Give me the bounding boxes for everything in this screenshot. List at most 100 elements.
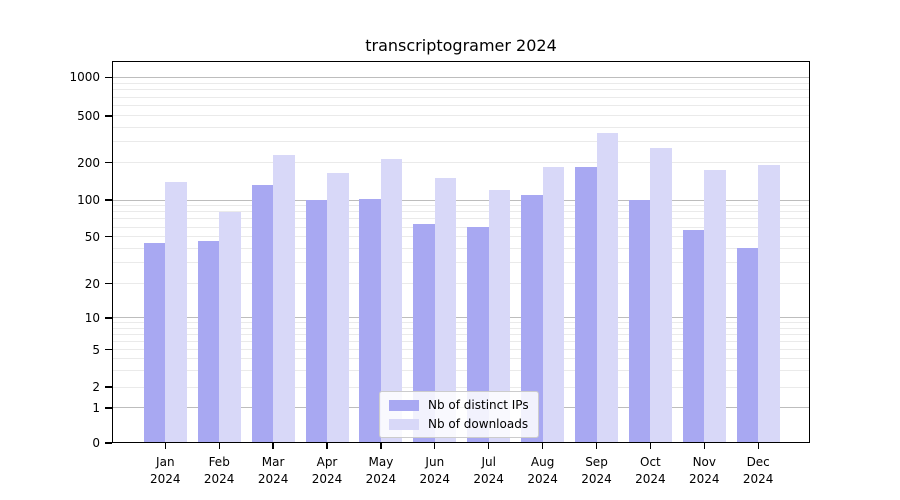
y-tick-label-20: 20 xyxy=(84,276,100,291)
minor-gridline-50 xyxy=(112,236,810,238)
bar-nb-of-downloads-apr xyxy=(327,173,349,443)
x-tick-mar xyxy=(272,443,274,449)
minor-gridline-7 xyxy=(112,333,810,335)
bar-nb-of-distinct-ips-jun xyxy=(413,223,435,443)
x-tick-label-nov: Nov 2024 xyxy=(689,455,720,486)
x-tick-label-feb: Feb 2024 xyxy=(203,455,235,486)
x-tick-label-oct: Oct 2024 xyxy=(635,455,666,486)
bar-nb-of-distinct-ips-apr xyxy=(305,199,327,443)
minor-gridline-60 xyxy=(112,226,810,228)
bar-nb-of-downloads-sep xyxy=(596,133,618,443)
x-tick-dec xyxy=(757,443,759,449)
y-tick-100 xyxy=(105,199,112,201)
legend-label-nb-of-downloads: Nb of downloads xyxy=(428,417,529,431)
y-tick-label-1: 1 xyxy=(92,400,100,415)
y-tick-200 xyxy=(105,161,112,164)
minor-gridline-90 xyxy=(112,205,810,207)
y-tick-label-500: 500 xyxy=(77,108,100,123)
bar-nb-of-downloads-jul xyxy=(488,190,511,443)
x-tick-label-apr: Apr 2024 xyxy=(311,455,343,486)
minor-gridline-900 xyxy=(112,82,810,84)
y-tick-1000 xyxy=(105,76,112,79)
y-tick-2 xyxy=(105,386,112,388)
minor-gridline-300 xyxy=(112,141,810,143)
x-tick-label-jul: Jul 2024 xyxy=(473,455,504,486)
minor-gridline-400 xyxy=(112,126,810,128)
bar-nb-of-downloads-dec xyxy=(758,165,780,443)
plot-area: 0 1 2 5 10 20 50 100 200 500 1000 Jan 2024 Feb 2024 M… xyxy=(69,61,810,486)
y-tick-1 xyxy=(105,407,112,409)
y-tick-50 xyxy=(105,236,112,238)
gridlines-layer xyxy=(112,61,810,443)
bar-nb-of-distinct-ips-may xyxy=(359,199,381,443)
y-tick-label-10: 10 xyxy=(84,310,100,325)
bar-nb-of-distinct-ips-feb xyxy=(197,241,220,443)
minor-gridline-200 xyxy=(112,162,810,164)
minor-gridline-70 xyxy=(112,218,810,220)
bar-nb-of-downloads-jun xyxy=(434,178,457,443)
bar-nb-of-distinct-ips-jan xyxy=(143,243,166,443)
major-gridline-10 xyxy=(112,317,810,319)
y-tick-label-2: 2 xyxy=(92,380,100,395)
x-tick-oct xyxy=(649,443,652,449)
chart-title: transcriptogramer 2024 xyxy=(365,36,557,55)
y-tick-label-200: 200 xyxy=(77,155,100,170)
y-tick-label-0: 0 xyxy=(92,436,100,450)
y-tick-20 xyxy=(105,282,112,285)
minor-gridline-500 xyxy=(112,115,810,117)
bar-nb-of-distinct-ips-sep xyxy=(575,166,597,443)
x-tick-label-aug: Aug 2024 xyxy=(527,455,558,486)
bar-nb-of-downloads-jan xyxy=(165,181,187,443)
x-tick-apr xyxy=(326,443,328,449)
bar-nb-of-distinct-ips-aug xyxy=(521,194,543,443)
y-tick-label-5: 5 xyxy=(92,342,100,357)
bar-nb-of-distinct-ips-jul xyxy=(467,227,489,443)
bar-nb-of-distinct-ips-mar xyxy=(251,185,274,443)
bar-nb-of-downloads-aug xyxy=(542,166,565,443)
x-tick-sep xyxy=(595,443,598,449)
x-tick-label-jan: Jan 2024 xyxy=(150,455,181,486)
ticks-layer: 0 1 2 5 10 20 50 100 200 500 1000 Jan 2024 Feb 2024 M… xyxy=(69,61,810,486)
y-tick-10 xyxy=(105,317,112,319)
x-tick-jun xyxy=(434,443,436,449)
bar-nb-of-downloads-feb xyxy=(219,211,241,443)
bar-nb-of-downloads-may xyxy=(380,158,403,443)
legend-swatch-nb-of-downloads xyxy=(389,418,419,430)
y-tick-label-100: 100 xyxy=(77,193,100,208)
bar-nb-of-downloads-mar xyxy=(273,155,295,443)
legend-swatch-nb-of-distinct-ips xyxy=(389,399,419,411)
minor-gridline-30 xyxy=(112,262,810,264)
x-tick-jan xyxy=(164,443,166,449)
y-tick-label-50: 50 xyxy=(84,229,100,244)
minor-gridline-20 xyxy=(112,283,810,285)
y-tick-500 xyxy=(105,115,112,117)
minor-gridline-6 xyxy=(112,340,810,342)
major-gridline-1000 xyxy=(112,76,810,78)
x-tick-label-may: May 2024 xyxy=(365,455,397,486)
legend: Nb of distinct IPs Nb of downloads xyxy=(379,391,539,438)
bar-nb-of-distinct-ips-nov xyxy=(682,229,705,443)
y-tick-label-1000: 1000 xyxy=(69,70,100,85)
legend-label-nb-of-distinct-ips: Nb of distinct IPs xyxy=(428,398,529,412)
minor-gridline-2 xyxy=(112,386,810,388)
x-tick-label-jun: Jun 2024 xyxy=(419,455,451,486)
minor-gridline-4 xyxy=(112,358,810,360)
minor-gridline-3 xyxy=(112,370,810,372)
minor-gridline-80 xyxy=(112,211,810,213)
minor-gridline-9 xyxy=(112,322,810,324)
bar-nb-of-distinct-ips-dec xyxy=(736,248,759,443)
major-gridline-100 xyxy=(112,199,810,201)
minor-gridline-5 xyxy=(112,349,810,351)
minor-gridline-800 xyxy=(112,89,810,91)
bar-nb-of-downloads-oct xyxy=(650,148,672,443)
x-tick-label-mar: Mar 2024 xyxy=(257,455,289,486)
y-tick-0 xyxy=(105,442,112,444)
x-tick-label-dec: Dec 2024 xyxy=(742,455,774,486)
legend-item-nb-of-downloads: Nb of downloads xyxy=(389,416,529,432)
bar-nb-of-distinct-ips-oct xyxy=(628,199,651,443)
x-tick-label-sep: Sep 2024 xyxy=(581,455,612,486)
x-tick-nov xyxy=(703,443,705,449)
x-tick-may xyxy=(380,443,382,449)
minor-gridline-8 xyxy=(112,327,810,329)
